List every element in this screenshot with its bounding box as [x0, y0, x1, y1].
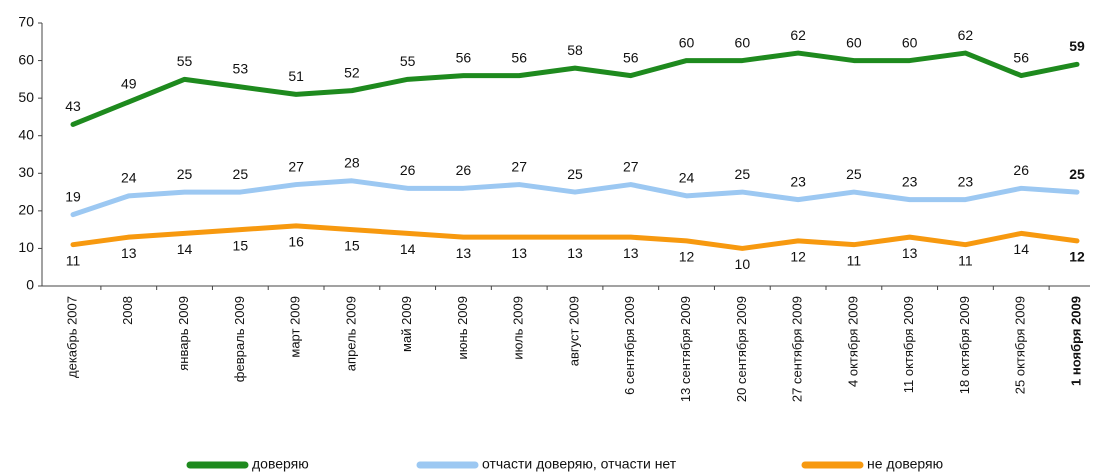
data-label: 10	[735, 256, 751, 272]
data-label: 14	[1013, 241, 1029, 257]
x-tick-label: июль 2009	[511, 296, 526, 360]
y-tick-label: 50	[18, 89, 34, 105]
x-tick-label: 25 октября 2009	[1013, 296, 1028, 394]
data-label: 15	[344, 237, 360, 253]
data-label: 43	[65, 98, 81, 114]
data-label: 14	[400, 241, 416, 257]
x-tick-label: 13 сентября 2009	[678, 296, 693, 402]
x-tick-label: январь 2009	[176, 296, 191, 371]
data-label: 25	[233, 166, 249, 182]
data-label: 11	[958, 252, 973, 268]
data-label: 25	[1069, 166, 1085, 182]
data-label: 13	[511, 245, 527, 261]
x-tick-label: март 2009	[288, 296, 303, 358]
data-label: 60	[846, 34, 862, 50]
y-tick-label: 30	[18, 164, 34, 180]
x-tick-label: 6 сентября 2009	[622, 296, 637, 395]
series-line	[70, 178, 1080, 218]
data-label: 11	[847, 252, 862, 268]
x-tick-label: апрель 2009	[343, 296, 358, 371]
series-line	[70, 50, 1080, 127]
y-tick-label: 20	[18, 202, 34, 218]
x-tick-label: 11 октября 2009	[901, 296, 916, 393]
data-label: 26	[400, 162, 416, 178]
legend-item: доверяю	[186, 456, 309, 472]
y-tick-label: 70	[18, 14, 34, 30]
data-label: 19	[65, 188, 81, 204]
data-label: 58	[567, 42, 583, 58]
legend-label: не доверяю	[867, 456, 943, 472]
data-label: 51	[288, 68, 304, 84]
data-label: 25	[567, 166, 583, 182]
data-label: 56	[511, 49, 527, 65]
x-tick-label: 18 октября 2009	[957, 296, 972, 394]
data-label: 16	[288, 234, 304, 250]
data-label: 25	[846, 166, 862, 182]
data-label: 15	[233, 237, 249, 253]
data-label: 27	[511, 158, 527, 174]
data-label: 27	[623, 158, 639, 174]
data-label: 11	[66, 252, 81, 268]
data-label: 13	[567, 245, 583, 261]
data-label: 24	[679, 170, 695, 186]
data-label: 49	[121, 76, 137, 92]
data-label: 62	[958, 27, 974, 43]
series-line	[70, 223, 1080, 251]
data-label: 12	[1069, 249, 1085, 265]
x-tick-label: июнь 2009	[455, 296, 470, 360]
data-label: 26	[456, 162, 472, 178]
data-label: 27	[288, 158, 304, 174]
data-label: 13	[623, 245, 639, 261]
data-label: 53	[233, 61, 249, 77]
y-tick-label: 60	[18, 51, 34, 67]
x-tick-label: май 2009	[399, 296, 414, 352]
data-label: 13	[902, 245, 918, 261]
x-tick-label: 20 сентября 2009	[734, 296, 749, 402]
data-label: 26	[1013, 162, 1029, 178]
data-label: 55	[177, 53, 193, 69]
data-label: 12	[790, 249, 806, 265]
x-tick-label: 27 сентября 2009	[790, 296, 805, 402]
data-label: 56	[1013, 49, 1029, 65]
data-label: 25	[177, 166, 193, 182]
y-tick-label: 40	[18, 126, 34, 142]
x-tick-label: февраль 2009	[232, 296, 247, 382]
data-label: 25	[735, 166, 751, 182]
data-label: 56	[456, 49, 472, 65]
legend-label: отчасти доверяю, отчасти нет	[482, 456, 677, 472]
x-tick-label: 4 октября 2009	[845, 296, 860, 387]
x-tick-label: август 2009	[566, 296, 581, 366]
legend-item: отчасти доверяю, отчасти нет	[416, 456, 677, 472]
data-label: 62	[790, 27, 806, 43]
data-label: 60	[735, 34, 751, 50]
y-tick-label: 10	[18, 239, 34, 255]
data-label: 13	[456, 245, 472, 261]
data-label: 14	[177, 241, 193, 257]
data-label: 23	[902, 173, 918, 189]
data-label: 24	[121, 170, 137, 186]
data-label: 60	[679, 34, 695, 50]
data-label: 23	[958, 173, 974, 189]
data-label: 59	[1069, 38, 1085, 54]
x-tick-label: декабрь 2007	[64, 296, 79, 378]
data-label: 13	[121, 245, 137, 261]
data-label: 28	[344, 155, 360, 171]
data-label: 23	[790, 173, 806, 189]
data-label: 56	[623, 49, 639, 65]
y-tick-label: 0	[26, 277, 34, 293]
x-tick-label: 1 ноября 2009	[1068, 296, 1083, 386]
data-label: 55	[400, 53, 416, 69]
legend-item: не доверяю	[801, 456, 943, 472]
x-tick-label: 2008	[120, 296, 135, 325]
data-label: 12	[679, 249, 695, 265]
data-label: 52	[344, 64, 360, 80]
data-label: 60	[902, 34, 918, 50]
legend-label: доверяю	[252, 456, 309, 472]
